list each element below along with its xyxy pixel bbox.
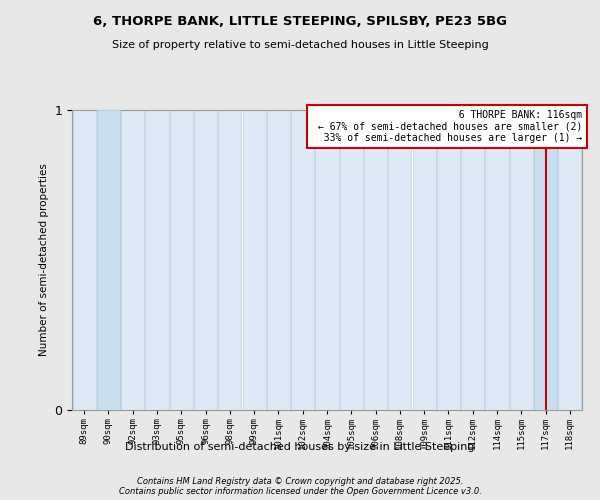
Bar [364,110,387,410]
Bar [413,110,436,410]
Text: Size of property relative to semi-detached houses in Little Steeping: Size of property relative to semi-detach… [112,40,488,50]
Bar [340,110,363,410]
Bar [485,110,509,410]
Bar [534,110,557,410]
Bar [97,110,120,410]
Bar [559,110,581,410]
Bar [510,110,533,410]
Text: 6 THORPE BANK: 116sqm
← 67% of semi-detached houses are smaller (2)
  33% of sem: 6 THORPE BANK: 116sqm ← 67% of semi-deta… [312,110,582,143]
Bar [121,110,144,410]
Bar [97,110,120,410]
Bar [170,110,193,410]
Bar [218,110,241,410]
Bar [534,110,557,410]
Bar [267,110,290,410]
Bar [145,110,169,410]
Bar [461,110,484,410]
Text: Distribution of semi-detached houses by size in Little Steeping: Distribution of semi-detached houses by … [125,442,475,452]
Bar [437,110,460,410]
Text: 6, THORPE BANK, LITTLE STEEPING, SPILSBY, PE23 5BG: 6, THORPE BANK, LITTLE STEEPING, SPILSBY… [93,15,507,28]
Bar [242,110,266,410]
Bar [388,110,412,410]
Bar [73,110,95,410]
Bar [194,110,217,410]
Bar [291,110,314,410]
Bar [316,110,338,410]
Text: Contains HM Land Registry data © Crown copyright and database right 2025.: Contains HM Land Registry data © Crown c… [137,478,463,486]
Y-axis label: Number of semi-detached properties: Number of semi-detached properties [39,164,49,356]
Text: Contains public sector information licensed under the Open Government Licence v3: Contains public sector information licen… [119,488,481,496]
